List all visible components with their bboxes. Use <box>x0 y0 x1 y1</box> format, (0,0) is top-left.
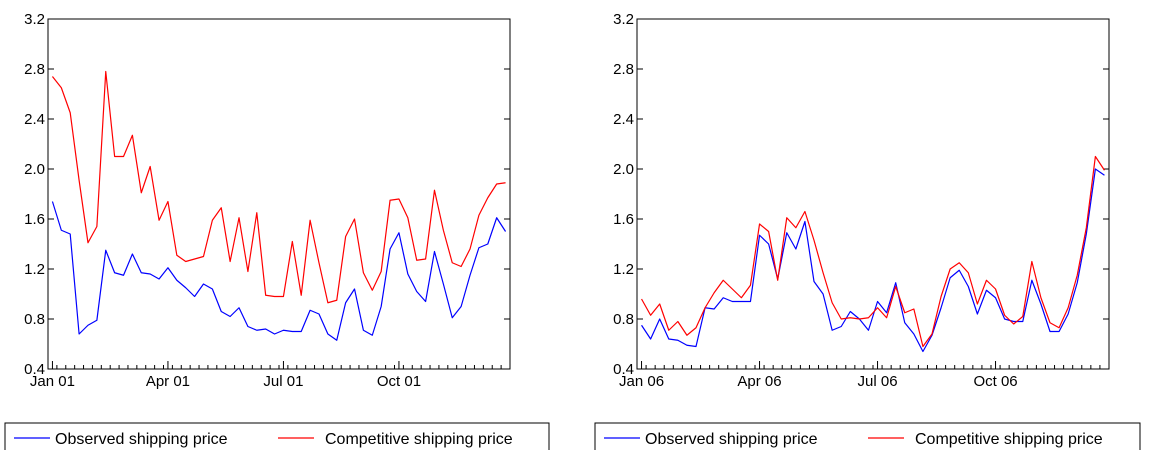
line-chart-left: 0.4 0.8 1.2 1.6 2.0 2.4 2.8 3.2 Jan 01 Apr 01 Jul … <box>4 11 550 450</box>
x-tick-label: Apr 01 <box>146 373 190 390</box>
series-line-observed <box>51 201 507 341</box>
y-tick-label: 0.8 <box>613 311 634 328</box>
series-line-competitive <box>51 70 506 304</box>
x-tick-label: Oct 06 <box>973 373 1017 390</box>
plot-frame <box>47 18 511 370</box>
y-tick-label: 2.0 <box>24 161 45 178</box>
x-tick-label: Oct 01 <box>377 373 421 390</box>
x-tick-label: Jul 01 <box>263 373 303 390</box>
y-tick-label: 1.6 <box>613 211 634 228</box>
legend-box <box>4 422 550 450</box>
y-tick-label: 0.4 <box>613 361 634 378</box>
y-tick-label: 0.4 <box>24 361 45 378</box>
series-line-observed <box>641 168 1105 353</box>
y-tick-label: 2.4 <box>613 111 634 128</box>
y-tick-label: 2.8 <box>613 61 634 78</box>
x-tick-label: Apr 06 <box>737 373 781 390</box>
y-tick-label: 1.2 <box>24 261 45 278</box>
legend-label-observed: Observed shipping price <box>645 431 818 448</box>
chart-panel-left: 0.4 0.8 1.2 1.6 2.0 2.4 2.8 3.2 Jan 01 Apr 01 Jul … <box>0 0 560 450</box>
y-tick-label: 0.8 <box>24 311 45 328</box>
x-tick-label: Jan 06 <box>619 373 664 390</box>
legend-label-competitive: Competitive shipping price <box>915 431 1103 448</box>
line-chart-right: 0.4 0.8 1.2 1.6 2.0 2.4 2.8 3.2 Jan 06 Apr 06 Jul … <box>594 11 1141 450</box>
y-tick-label: 2.0 <box>613 161 634 178</box>
y-tick-label: 3.2 <box>24 11 45 28</box>
y-tick-label: 2.8 <box>24 61 45 78</box>
chart-panel-right: 0.4 0.8 1.2 1.6 2.0 2.4 2.8 3.2 Jan 06 Apr 06 Jul … <box>590 0 1150 450</box>
legend-label-competitive: Competitive shipping price <box>325 431 513 448</box>
y-tick-label: 1.2 <box>613 261 634 278</box>
series-line-competitive <box>641 155 1105 348</box>
legend-box <box>594 422 1141 450</box>
y-tick-label: 2.4 <box>24 111 45 128</box>
y-tick-label: 3.2 <box>613 11 634 28</box>
x-tick-label: Jan 01 <box>30 373 75 390</box>
legend-label-observed: Observed shipping price <box>55 431 228 448</box>
x-tick-label: Jul 06 <box>858 373 898 390</box>
y-tick-label: 1.6 <box>24 211 45 228</box>
